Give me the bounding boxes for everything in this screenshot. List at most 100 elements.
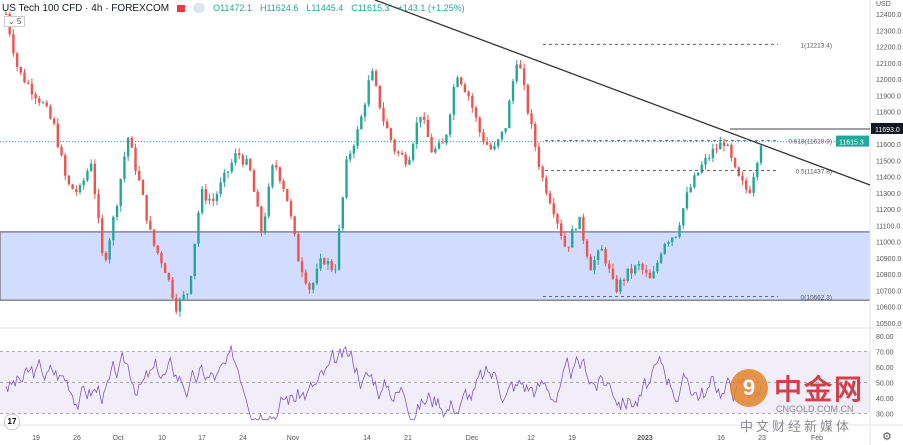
candle bbox=[374, 71, 378, 86]
candle bbox=[478, 117, 481, 133]
candle bbox=[589, 256, 592, 271]
candle bbox=[593, 260, 596, 271]
y-tick-label: 12200.0 bbox=[876, 45, 901, 52]
indicators-toggle[interactable]: ⌄ 5 bbox=[4, 16, 26, 27]
candle bbox=[415, 122, 419, 144]
candle bbox=[452, 87, 456, 115]
minimize-icon[interactable] bbox=[193, 3, 206, 13]
candle bbox=[49, 106, 52, 119]
candle bbox=[171, 279, 174, 298]
x-tick-label: 21 bbox=[404, 435, 412, 442]
candle bbox=[619, 279, 622, 292]
candle bbox=[730, 144, 733, 158]
candle bbox=[541, 166, 544, 178]
candle bbox=[556, 214, 559, 224]
candle bbox=[101, 218, 104, 253]
x-tick-label: Oct bbox=[113, 435, 124, 442]
candle bbox=[300, 261, 304, 273]
x-tick-label: 12 bbox=[527, 435, 535, 442]
candle bbox=[445, 134, 448, 144]
candle bbox=[219, 182, 222, 195]
candle bbox=[119, 178, 122, 207]
candle bbox=[267, 186, 270, 217]
candle bbox=[352, 146, 356, 154]
candle bbox=[34, 94, 37, 99]
candle bbox=[737, 167, 740, 177]
candle bbox=[89, 163, 93, 172]
candle bbox=[234, 153, 237, 163]
candle bbox=[4, 14, 8, 15]
symbol-title[interactable]: US Tech 100 CFD · 4h · FOREXCOM bbox=[2, 2, 170, 14]
currency-label: USD bbox=[876, 1, 891, 8]
x-tick-label: 26 bbox=[73, 435, 81, 442]
candle bbox=[411, 143, 415, 160]
candle bbox=[382, 107, 385, 122]
candle bbox=[685, 192, 689, 209]
candle bbox=[389, 128, 393, 140]
candle bbox=[319, 258, 322, 269]
candle bbox=[622, 279, 626, 281]
candle bbox=[138, 170, 141, 181]
candle bbox=[182, 294, 185, 300]
candle bbox=[52, 118, 56, 124]
candle bbox=[615, 278, 618, 292]
candle bbox=[286, 189, 289, 202]
y-tick-label: 10900.0 bbox=[876, 256, 901, 263]
candle bbox=[552, 203, 555, 215]
current-price-bg bbox=[836, 135, 869, 147]
candle bbox=[256, 191, 259, 207]
ohlc-open: O11472.1 bbox=[213, 3, 252, 13]
watermark: 9 中金网 CNGOLD.COM.CN 中文财经新媒体 bbox=[730, 368, 864, 434]
watermark-logo: 9 bbox=[730, 369, 768, 407]
candle bbox=[345, 159, 348, 198]
candle bbox=[60, 147, 63, 156]
settings-gear-icon[interactable]: ⚙ bbox=[882, 431, 892, 443]
current-price-label: 11615.3 bbox=[839, 140, 864, 147]
candle bbox=[489, 144, 493, 150]
candle bbox=[297, 234, 300, 262]
candle bbox=[56, 123, 60, 148]
tradingview-logo-icon[interactable]: 17 bbox=[4, 414, 20, 430]
candle bbox=[363, 104, 367, 117]
y-tick-label: 10500.0 bbox=[876, 321, 901, 328]
candle bbox=[271, 165, 274, 187]
candle bbox=[274, 165, 278, 168]
x-tick-label: 14 bbox=[363, 435, 371, 442]
candle bbox=[64, 155, 67, 176]
candle bbox=[563, 235, 567, 247]
candle bbox=[482, 132, 485, 143]
candle bbox=[726, 144, 729, 146]
candle bbox=[178, 299, 182, 312]
candle bbox=[460, 77, 463, 85]
candle bbox=[522, 68, 526, 86]
candle bbox=[78, 185, 82, 193]
candle bbox=[93, 163, 97, 195]
candle bbox=[156, 245, 159, 254]
candle bbox=[230, 162, 233, 172]
candle bbox=[149, 220, 152, 230]
candle bbox=[670, 237, 674, 243]
candle bbox=[485, 142, 489, 145]
candle bbox=[437, 142, 441, 149]
candle bbox=[27, 82, 30, 84]
candle bbox=[393, 139, 396, 152]
candle bbox=[689, 187, 692, 193]
candle bbox=[245, 158, 248, 165]
candle bbox=[578, 216, 581, 230]
rsi-tick-label: 40.00 bbox=[876, 396, 894, 403]
chart-header: US Tech 100 CFD · 4h · FOREXCOM O11472.1… bbox=[2, 0, 465, 16]
candle bbox=[419, 116, 422, 123]
fib-level-label: 0(10662.3) bbox=[801, 295, 832, 302]
candle bbox=[408, 159, 411, 165]
candle bbox=[348, 153, 352, 160]
candle bbox=[115, 206, 119, 218]
x-tick-label: Feb bbox=[811, 435, 823, 442]
y-tick-label: 10600.0 bbox=[876, 305, 901, 312]
candle bbox=[263, 216, 267, 233]
candle bbox=[323, 258, 326, 265]
candle bbox=[23, 72, 26, 83]
candle bbox=[241, 155, 245, 165]
candle bbox=[215, 194, 219, 201]
candle bbox=[75, 189, 78, 193]
